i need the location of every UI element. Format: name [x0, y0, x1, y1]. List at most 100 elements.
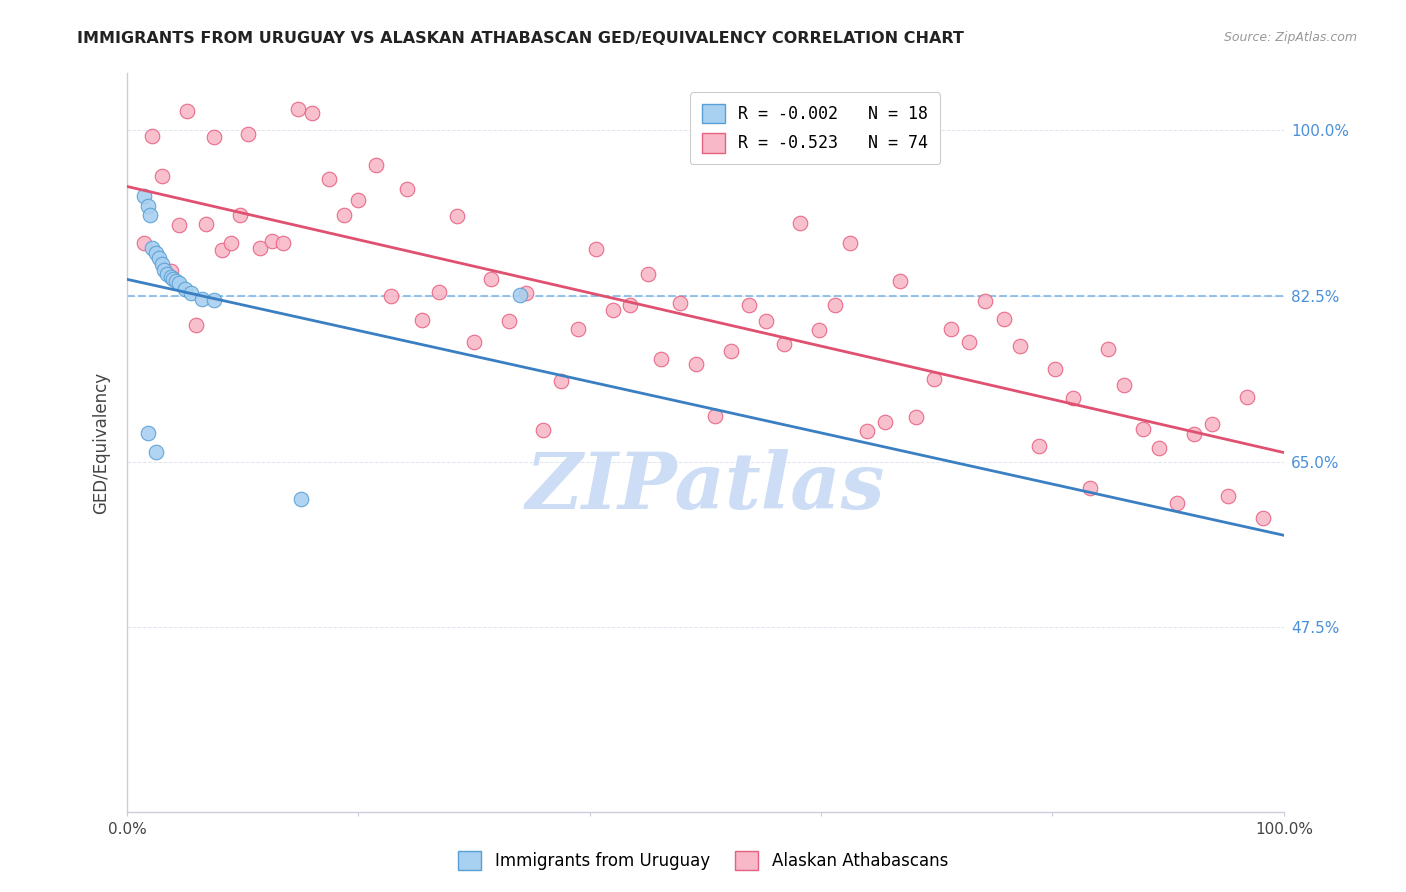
- Point: [180, 285, 202, 300]
- Point: [427, 285, 450, 299]
- Point: [301, 106, 323, 120]
- Point: [1166, 495, 1188, 509]
- Point: [318, 172, 340, 186]
- Point: [515, 286, 537, 301]
- Point: [333, 208, 356, 222]
- Point: [1028, 439, 1050, 453]
- Point: [789, 216, 811, 230]
- Point: [150, 257, 173, 271]
- Point: [703, 409, 725, 424]
- Point: [1062, 391, 1084, 405]
- Point: [904, 410, 927, 425]
- Point: [153, 263, 176, 277]
- Point: [1043, 361, 1066, 376]
- Point: [1182, 426, 1205, 441]
- Point: [773, 337, 796, 351]
- Point: [1010, 339, 1032, 353]
- Point: [141, 241, 163, 255]
- Point: [260, 234, 283, 248]
- Point: [533, 423, 555, 437]
- Point: [136, 199, 159, 213]
- Point: [134, 235, 156, 250]
- Point: [380, 288, 402, 302]
- Point: [271, 235, 294, 250]
- Point: [186, 318, 208, 333]
- Point: [669, 296, 692, 310]
- Point: [824, 298, 846, 312]
- Point: [134, 189, 156, 203]
- Point: [463, 334, 485, 349]
- Point: [347, 194, 370, 208]
- Point: [136, 426, 159, 441]
- Point: [1251, 511, 1274, 525]
- Point: [974, 294, 997, 309]
- Point: [249, 241, 271, 255]
- Point: [167, 277, 190, 291]
- Point: [290, 492, 312, 507]
- Point: [1201, 417, 1223, 432]
- Point: [602, 303, 624, 318]
- Point: [1147, 441, 1170, 455]
- Point: [145, 246, 167, 260]
- Point: [141, 129, 163, 144]
- Point: [219, 235, 242, 250]
- Point: [619, 298, 641, 312]
- Point: [173, 282, 195, 296]
- Point: [1097, 342, 1119, 356]
- Point: [939, 321, 962, 335]
- Point: [191, 292, 214, 306]
- Point: [498, 314, 520, 328]
- Point: [957, 335, 980, 350]
- Point: [1132, 422, 1154, 436]
- Point: [176, 103, 198, 118]
- Point: [873, 415, 896, 429]
- Point: [150, 169, 173, 183]
- Point: [1078, 481, 1101, 495]
- Point: [481, 272, 503, 286]
- Point: [145, 445, 167, 459]
- Point: [160, 269, 183, 284]
- Point: [167, 218, 190, 232]
- Point: [287, 102, 309, 116]
- Point: [839, 235, 862, 250]
- Point: [202, 130, 225, 145]
- Point: [993, 312, 1015, 326]
- Point: [720, 343, 742, 358]
- Point: [924, 372, 946, 386]
- Text: ZIPatlas: ZIPatlas: [526, 449, 886, 525]
- Point: [148, 251, 170, 265]
- Point: [395, 182, 418, 196]
- Point: [165, 275, 187, 289]
- Legend: R = -0.002   N = 18, R = -0.523   N = 74: R = -0.002 N = 18, R = -0.523 N = 74: [690, 93, 941, 164]
- Point: [238, 127, 260, 141]
- Point: [194, 217, 217, 231]
- Point: [889, 274, 911, 288]
- Point: [160, 264, 183, 278]
- Point: [211, 244, 233, 258]
- Point: [411, 313, 433, 327]
- Point: [202, 293, 225, 308]
- Text: Source: ZipAtlas.com: Source: ZipAtlas.com: [1223, 31, 1357, 45]
- Point: [738, 298, 761, 312]
- Point: [650, 352, 672, 367]
- Point: [807, 323, 830, 337]
- Point: [755, 314, 778, 328]
- Point: [446, 209, 468, 223]
- Point: [139, 208, 162, 222]
- Point: [156, 267, 179, 281]
- Point: [567, 322, 589, 336]
- Point: [856, 425, 879, 439]
- Legend: Immigrants from Uruguay, Alaskan Athabascans: Immigrants from Uruguay, Alaskan Athabas…: [451, 844, 955, 877]
- Text: IMMIGRANTS FROM URUGUAY VS ALASKAN ATHABASCAN GED/EQUIVALENCY CORRELATION CHART: IMMIGRANTS FROM URUGUAY VS ALASKAN ATHAB…: [77, 31, 965, 46]
- Point: [229, 208, 252, 222]
- Point: [685, 357, 707, 371]
- Point: [364, 158, 387, 172]
- Point: [1114, 378, 1136, 392]
- Point: [1236, 390, 1258, 404]
- Point: [585, 242, 607, 256]
- Point: [550, 374, 572, 388]
- Point: [162, 271, 184, 285]
- Point: [509, 287, 531, 301]
- Point: [637, 267, 659, 281]
- Y-axis label: GED/Equivalency: GED/Equivalency: [93, 371, 110, 514]
